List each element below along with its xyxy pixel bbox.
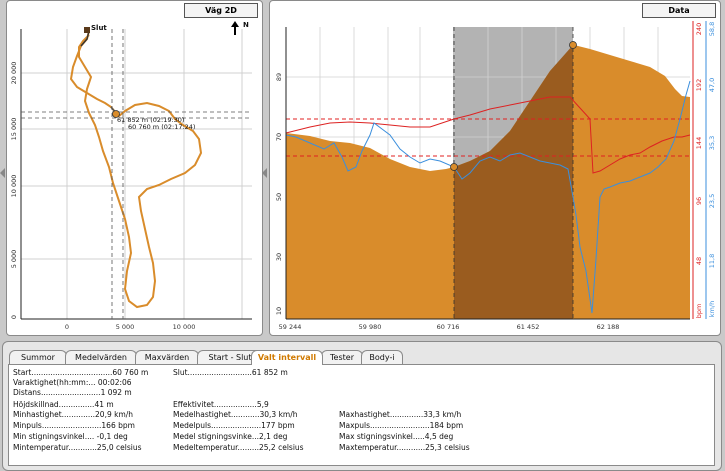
map-y-tick: 0 — [10, 315, 18, 319]
stat-min-stigningsvinkel: Min stigningsvinkel.... -0,1 deg — [13, 432, 128, 441]
heart-rate-line — [285, 96, 691, 174]
stat-max-stigningsvinkel: Max stigningsvinkel.....4,5 deg — [339, 432, 454, 441]
stat-medel-stigningsvinkel: Medel stigningsvinke...2,1 deg — [173, 432, 288, 441]
speed-axis-tick: 58,8 — [708, 22, 716, 36]
map-panel: Väg 2D Slut — [6, 0, 263, 336]
x-axis-tick: 59 980 — [359, 323, 382, 331]
stats-content: Start..................................6… — [8, 364, 715, 466]
finish-marker — [84, 27, 90, 33]
selection-start-marker[interactable] — [450, 163, 458, 171]
bpm-axis-tick: 240 — [695, 23, 703, 35]
collapse-middle-arrow[interactable] — [262, 168, 267, 178]
map-y-tick: 10 000 — [10, 175, 18, 198]
stat-maxhastighet: Maxhastighet..............33,3 km/h — [339, 410, 462, 419]
data-chart[interactable]: 89 70 50 30 10 59 244 59 980 60 716 61 4… — [270, 1, 720, 335]
stat-effektivitet: Effektivitet..................5,9 — [173, 400, 269, 409]
left-axis-tick: 30 — [275, 253, 283, 261]
map-x-tick: 0 — [65, 323, 69, 331]
left-axis-tick: 70 — [275, 133, 283, 141]
tab-body-i[interactable]: Body-i — [361, 350, 403, 364]
stat-maxpuls: Maxpuls.........................184 bpm — [339, 421, 464, 430]
map-y-tick: 20 000 — [10, 62, 18, 85]
stat-medelhastighet: Medelhastighet............30,3 km/h — [173, 410, 298, 419]
stat-duration: Varaktighet(hh:mm:... 00:02:06 — [13, 378, 132, 387]
x-axis-tick: 59 244 — [279, 323, 302, 331]
map-panel-title: Väg 2D — [184, 3, 258, 18]
bpm-axis-tick: 48 — [695, 257, 703, 265]
stat-slut: Slut...........................61 852 m — [173, 368, 288, 377]
x-axis-tick: 62 188 — [597, 323, 620, 331]
stat-medelpuls: Medelpuls.....................177 bpm — [173, 421, 295, 430]
x-axis-tick: 60 716 — [437, 323, 460, 331]
map-x-tick: 10 000 — [173, 323, 196, 331]
stat-hojdskillnad: Höjdskillnad...............41 m — [13, 400, 114, 409]
map-cursor-marker[interactable] — [112, 110, 120, 118]
stat-mintemperatur: Mintemperatur............25,0 celsius — [13, 443, 142, 452]
selection-end-marker[interactable] — [569, 41, 577, 49]
map-x-tick: 5 000 — [116, 323, 135, 331]
stat-minhastighet: Minhastighet..............20,9 km/h — [13, 410, 134, 419]
speed-axis-tick: 35,3 — [708, 136, 716, 150]
tab-tester[interactable]: Tester — [321, 350, 363, 364]
stat-minpuls: Minpuls.........................166 bpm — [13, 421, 135, 430]
stat-distans: Distans.........................1 092 m — [13, 388, 132, 397]
altitude-area-selected — [454, 45, 573, 319]
stat-maxtemperatur: Maxtemperatur............25,3 celsius — [339, 443, 470, 452]
left-axis-tick: 50 — [275, 193, 283, 201]
data-panel-title: Data — [642, 3, 716, 18]
stats-panel: Summor Medelvärden Maxvärden Start - Slu… — [2, 341, 722, 471]
cursor-label-2: 60 760 m (02:17:24) — [128, 123, 195, 131]
speed-axis-tick: 11,8 — [708, 254, 716, 268]
data-panel: Data — [269, 0, 721, 336]
collapse-left-arrow[interactable] — [0, 168, 5, 178]
map-plot[interactable]: Slut N 61 852 m (02:19:30) 60 760 m (02:… — [7, 1, 262, 335]
bpm-axis-tick: 144 — [695, 137, 703, 149]
stat-start: Start..................................6… — [13, 368, 149, 377]
speed-line — [285, 80, 691, 314]
north-label: N — [243, 21, 249, 29]
x-axis-tick: 61 452 — [517, 323, 540, 331]
speed-axis-label: km/h — [708, 301, 716, 317]
tab-valt-intervall[interactable]: Valt intervall — [251, 350, 323, 365]
map-y-tick: 5 000 — [10, 250, 18, 269]
finish-label: Slut — [91, 24, 107, 32]
north-arrow-icon — [231, 21, 239, 35]
stat-medeltemperatur: Medeltemperatur.........25,2 celsius — [173, 443, 304, 452]
tab-summor[interactable]: Summor — [9, 350, 67, 364]
speed-axis-tick: 23,5 — [708, 194, 716, 208]
bpm-axis-tick: 96 — [695, 197, 703, 205]
bpm-axis-tick: 192 — [695, 79, 703, 91]
left-axis-tick: 89 — [275, 73, 283, 81]
tab-medelvarden[interactable]: Medelvärden — [65, 350, 137, 364]
route-line — [69, 30, 203, 309]
map-y-tick: 15 000 — [10, 118, 18, 141]
left-axis-tick: 10 — [275, 307, 283, 315]
bpm-axis-label: bpm — [695, 304, 703, 319]
speed-axis-tick: 47,0 — [708, 78, 716, 92]
cursor-label-1: 61 852 m (02:19:30) — [117, 116, 184, 124]
tab-maxvarden[interactable]: Maxvärden — [135, 350, 199, 364]
